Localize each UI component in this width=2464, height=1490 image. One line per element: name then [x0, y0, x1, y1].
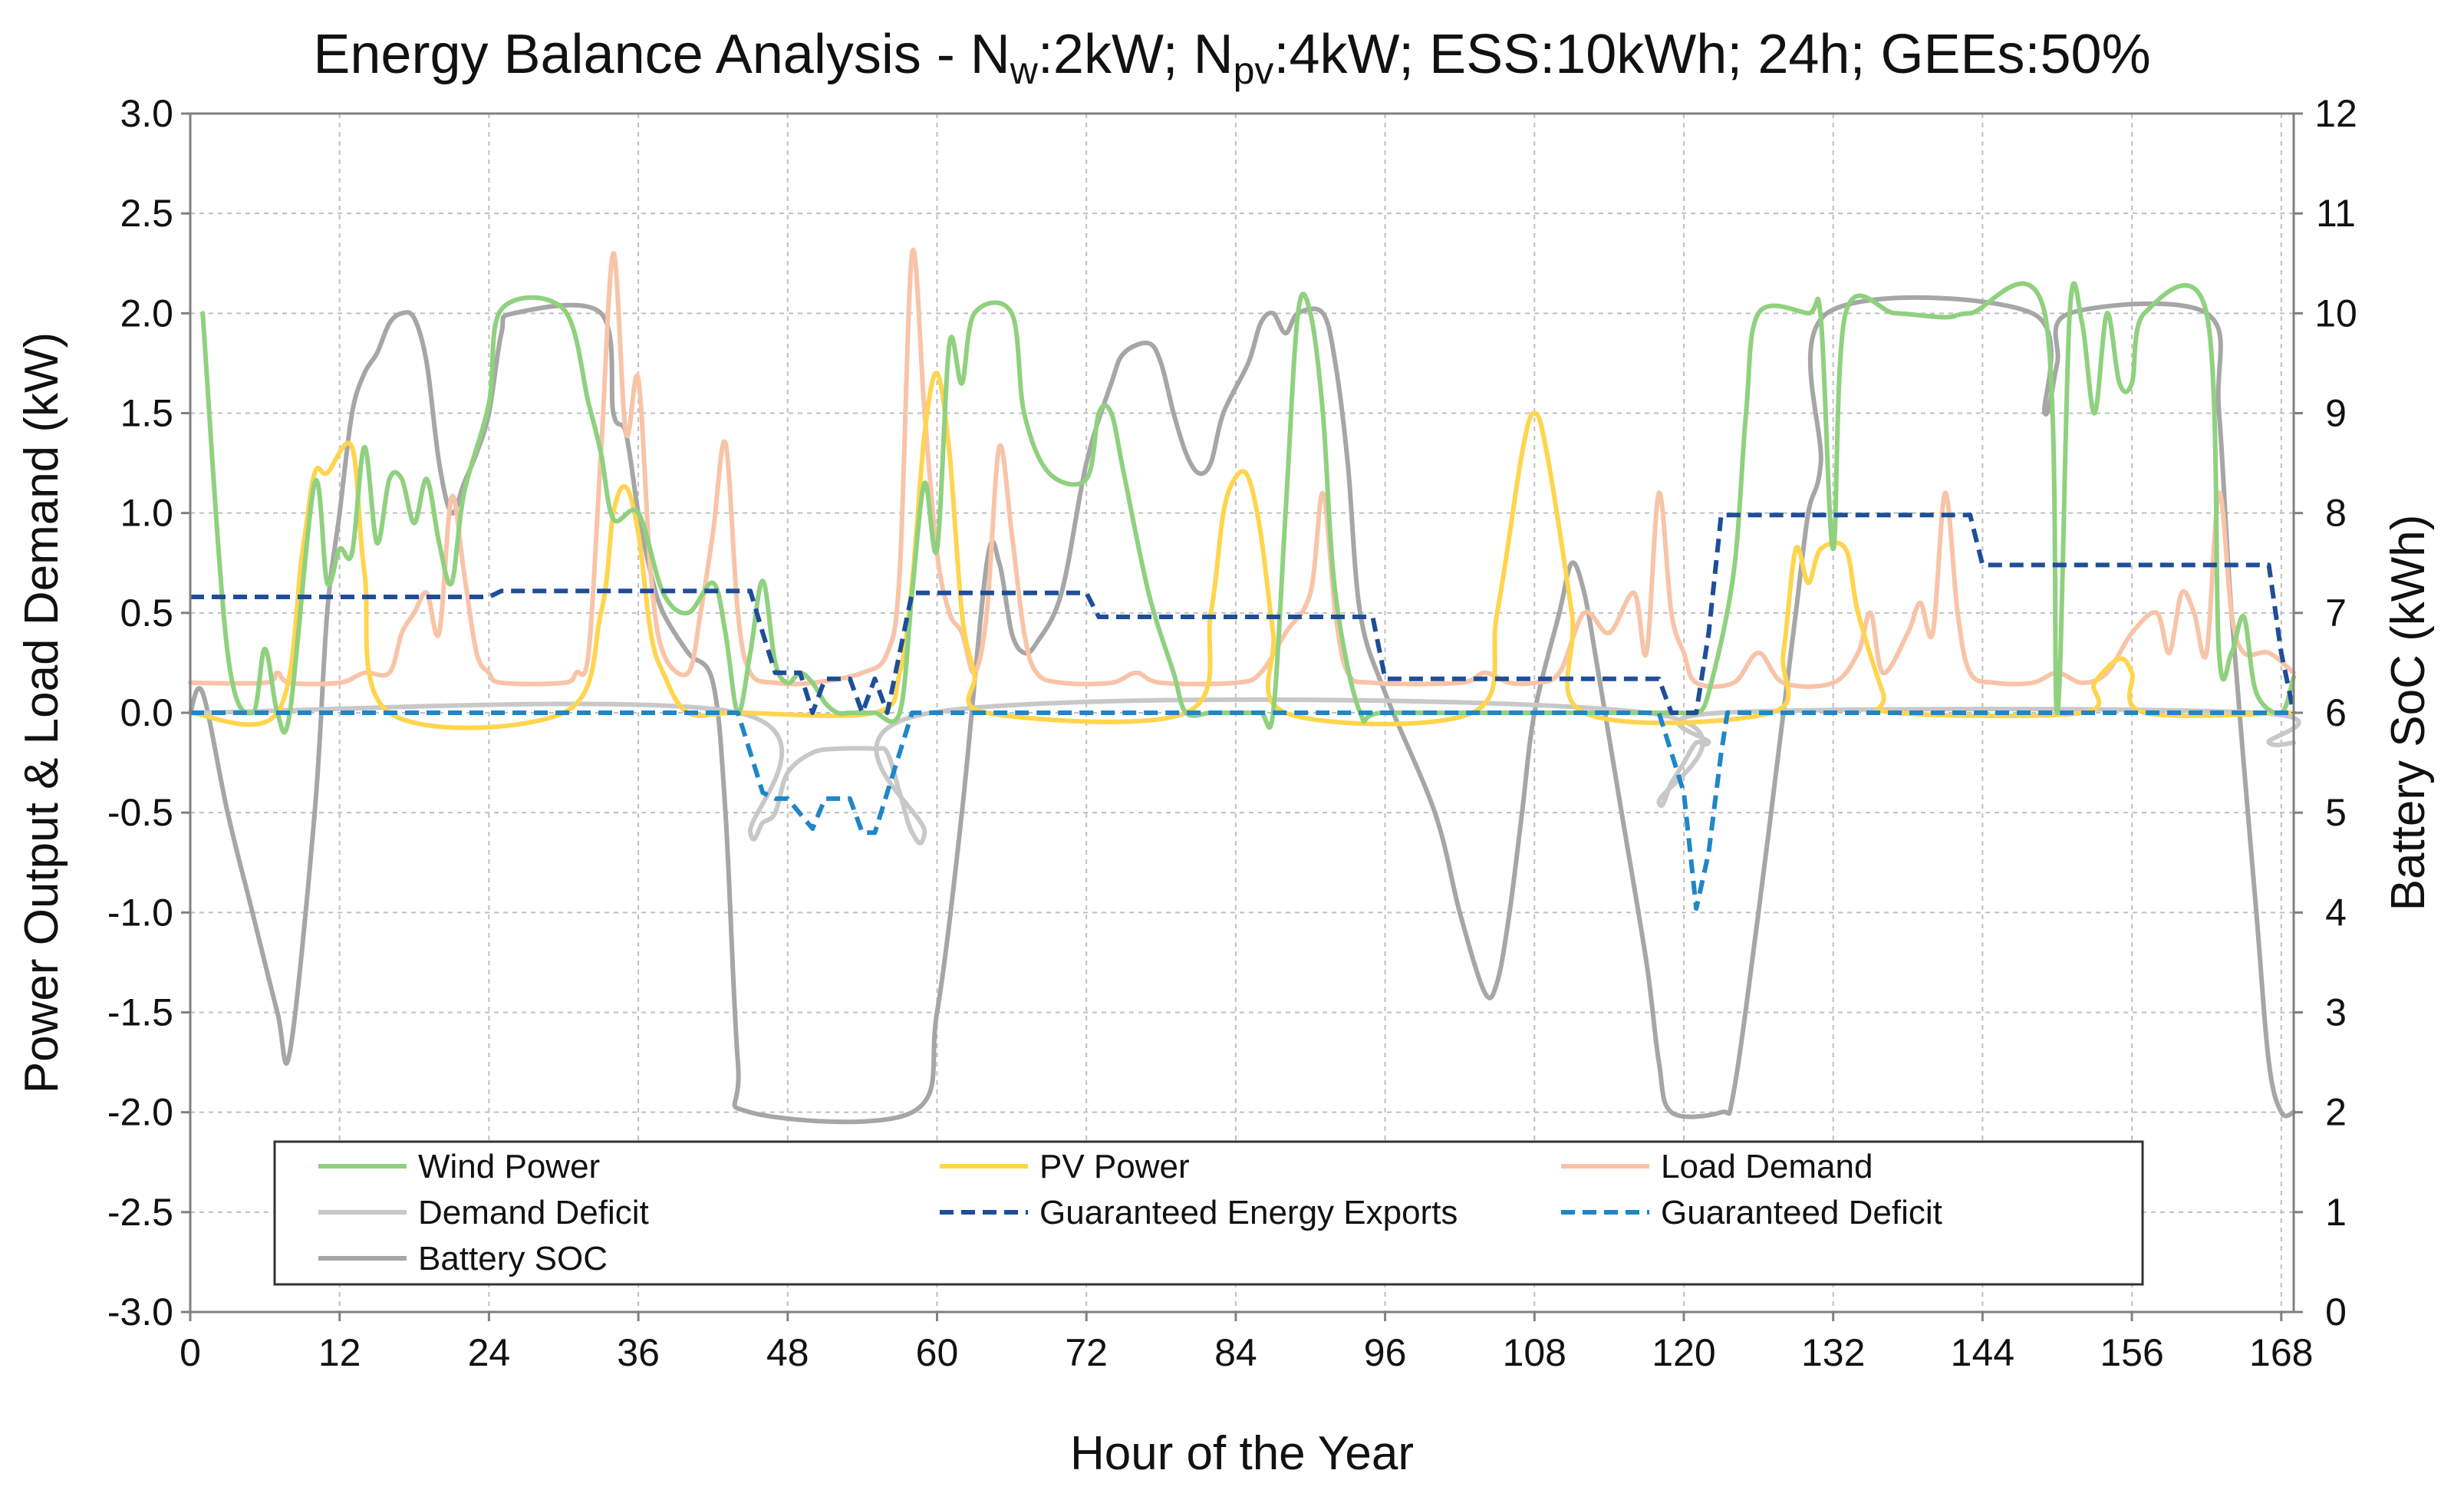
series-line-wind-power [200, 281, 2296, 735]
legend-label-pv-power: PV Power [1039, 1148, 1190, 1185]
y-right-tick-label: 3 [2325, 991, 2347, 1034]
y-axis-right-label: Battery SoC (kWh) [2382, 515, 2435, 911]
x-tick-label: 108 [1503, 1331, 1566, 1374]
legend-label-wind-power: Wind Power [418, 1148, 600, 1185]
series-line-pv-power [188, 371, 2296, 730]
x-tick-label: 120 [1652, 1331, 1715, 1374]
y-right-tick-label: 12 [2314, 92, 2357, 135]
legend-label-guaranteed-deficit: Guaranteed Deficit [1661, 1194, 1942, 1231]
x-tick-label: 12 [318, 1331, 361, 1374]
x-tick-label: 144 [1951, 1331, 2014, 1374]
chart-title-mid: :2kW; N [1038, 24, 1234, 85]
series-line-load-demand [188, 248, 2296, 689]
x-axis-label: Hour of the Year [1070, 1427, 1414, 1480]
y-right-tick-label: 7 [2325, 592, 2347, 635]
y-left-tick-label: 2.5 [120, 192, 173, 235]
legend-label-demand-deficit: Demand Deficit [418, 1194, 649, 1231]
y-right-tick-label: 5 [2325, 791, 2347, 834]
y-left-tick-label: -1.0 [107, 891, 173, 934]
y-left-tick-label: 1.5 [120, 392, 173, 435]
series-line-guaranteed-energy-exports [190, 513, 2296, 715]
tick-labels: 0 12 24 36 48 60 72 84 96 108 120 132 144 156 168-3.0-… [107, 92, 2357, 1374]
x-tick-label: 156 [2100, 1331, 2163, 1374]
y-right-tick-label: 0 [2325, 1291, 2347, 1333]
x-tick-label: 84 [1214, 1331, 1257, 1374]
chart-title-sub2: pv [1234, 49, 1274, 92]
x-tick-label: 48 [766, 1331, 809, 1374]
y-right-tick-label: 10 [2314, 292, 2357, 335]
y-right-tick-label: 8 [2325, 492, 2347, 535]
y-left-tick-label: -3.0 [107, 1291, 173, 1333]
y-left-tick-label: 0.0 [120, 691, 173, 734]
y-right-tick-label: 6 [2325, 691, 2347, 734]
series-layer [188, 248, 2301, 1125]
series-line-guaranteed-deficit [190, 710, 2294, 911]
legend-box [273, 1140, 2144, 1286]
y-left-tick-label: -2.0 [107, 1091, 173, 1134]
x-tick-label: 168 [2249, 1331, 2313, 1374]
y-right-tick-label: 11 [2316, 192, 2356, 235]
x-tick-label: 24 [468, 1331, 511, 1374]
legend-label-battery-soc: Battery SOC [418, 1240, 608, 1277]
y-left-tick-label: -0.5 [107, 791, 173, 834]
legend-label-load-demand: Load Demand [1661, 1148, 1873, 1185]
x-tick-label: 96 [1364, 1331, 1407, 1374]
y-right-tick-label: 2 [2325, 1091, 2347, 1134]
x-tick-label: 0 [180, 1331, 201, 1374]
y-right-tick-label: 9 [2325, 392, 2347, 435]
y-left-tick-label: 0.5 [120, 592, 173, 635]
x-tick-label: 132 [1801, 1331, 1865, 1374]
y-left-tick-label: -2.5 [107, 1191, 173, 1234]
y-axis-left-label: Power Output & Load Demand (kW) [15, 332, 68, 1093]
chart-title-sub1: w [1010, 49, 1039, 92]
y-right-tick-label: 1 [2325, 1191, 2347, 1234]
x-tick-label: 72 [1065, 1331, 1108, 1374]
x-tick-label: 36 [617, 1331, 660, 1374]
legend: Wind Power PV Power Load Demand Demand Defi… [273, 1140, 2144, 1286]
y-left-tick-label: -1.5 [107, 991, 173, 1034]
legend-label-guaranteed-energy-exports: Guaranteed Energy Exports [1039, 1194, 1458, 1231]
y-right-tick-label: 4 [2325, 891, 2347, 934]
y-left-tick-label: 2.0 [120, 292, 173, 335]
series-line-demand-deficit [188, 697, 2301, 846]
y-left-tick-label: 1.0 [120, 492, 173, 535]
y-left-tick-label: 3.0 [120, 92, 173, 135]
series-line-battery-soc [188, 295, 2296, 1125]
chart-title: Energy Balance Analysis - Nw:2kW; Npv:4k… [313, 24, 2150, 92]
chart-title-suffix: :4kW; ESS:10kWh; 24h; GEEs:50% [1273, 24, 2150, 85]
chart-title-prefix: Energy Balance Analysis - N [313, 24, 1010, 85]
x-tick-label: 60 [916, 1331, 959, 1374]
